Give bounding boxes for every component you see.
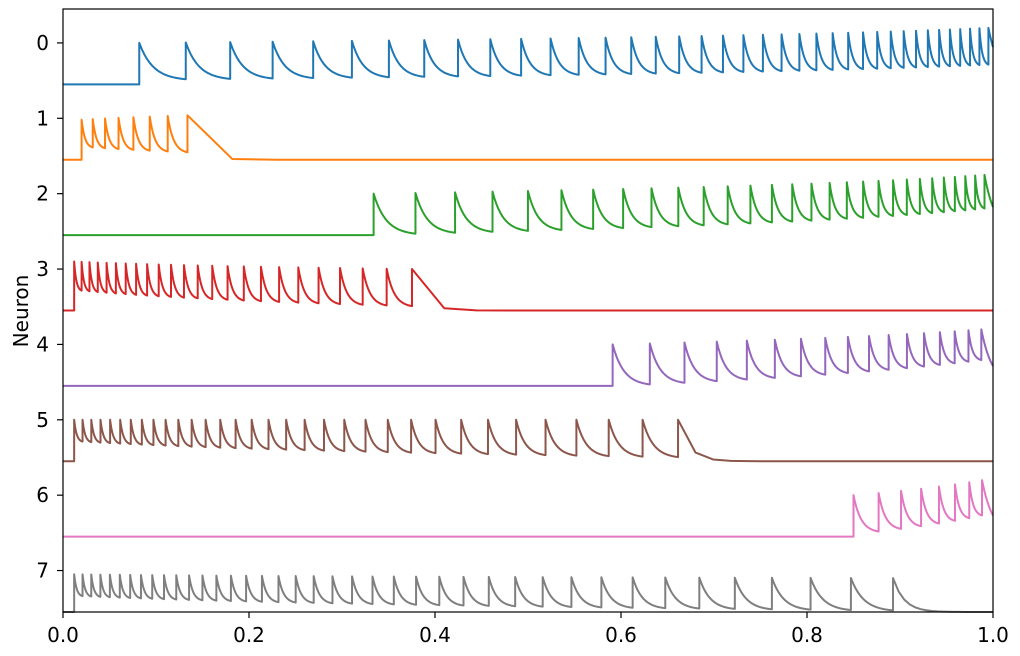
y-tick-label: 0 [36,31,49,55]
neuron-1-trace [63,114,993,161]
y-tick-label: 5 [36,408,49,432]
neuron-7-trace [63,573,994,613]
x-axis: 0.0 0.2 0.4 0.6 0.8 1.0 [47,612,1009,647]
y-tick-label: 6 [36,483,49,507]
y-axis: 0 1 2 3 4 5 6 7 [36,31,63,583]
x-tick-label: 0.2 [233,623,265,647]
y-axis-label: Neuron [9,275,33,348]
x-tick-label: 0.6 [605,623,637,647]
neuron-2-trace [63,173,994,237]
x-tick-label: 0.8 [791,623,823,647]
y-tick-label: 4 [36,332,49,356]
x-tick-label: 0.4 [419,623,451,647]
y-tick-label: 3 [36,257,49,281]
y-tick-label: 7 [36,559,49,583]
neuron-0-trace [63,26,994,86]
traces-layer [63,26,994,613]
y-tick-label: 1 [36,106,49,130]
x-tick-label: 1.0 [977,623,1009,647]
neuron-3-trace [63,260,993,312]
y-tick-label: 2 [36,182,49,206]
plot-frame [62,8,994,613]
neuron-5-trace [63,418,993,463]
neuron-6-trace [63,479,994,538]
neuron-4-trace [63,328,994,387]
x-tick-label: 0.0 [47,623,79,647]
